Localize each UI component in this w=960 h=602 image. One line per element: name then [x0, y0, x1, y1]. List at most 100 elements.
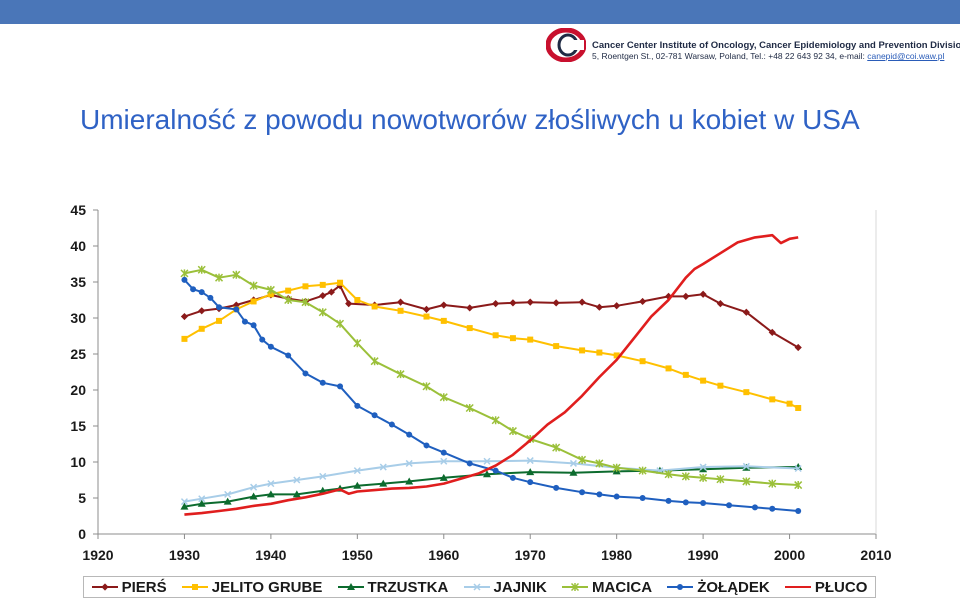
data-point — [439, 473, 448, 481]
data-point — [552, 299, 560, 307]
data-point — [751, 504, 758, 511]
data-point — [716, 300, 724, 308]
data-point — [250, 483, 258, 491]
data-point — [613, 302, 621, 310]
data-point — [509, 335, 516, 342]
data-point — [337, 383, 344, 390]
data-point — [466, 325, 473, 332]
data-point — [509, 299, 517, 307]
data-point — [422, 382, 431, 391]
legend-item: JAJNIK — [463, 579, 547, 596]
data-point — [508, 427, 517, 436]
data-point — [397, 307, 404, 314]
legend-marker — [677, 584, 684, 590]
legend-item: PŁUCO — [784, 578, 868, 596]
x-tick-label: 1950 — [342, 547, 373, 563]
data-point — [370, 357, 379, 366]
data-point — [578, 455, 587, 464]
y-tick-label: 40 — [70, 238, 86, 254]
data-point — [181, 276, 188, 283]
data-point — [526, 468, 535, 476]
data-point — [423, 442, 430, 449]
data-point — [259, 336, 266, 343]
data-point — [198, 325, 205, 332]
data-point — [249, 281, 258, 290]
data-point — [439, 393, 448, 402]
y-tick-label: 20 — [70, 382, 86, 398]
data-point — [197, 265, 206, 274]
legend-marker — [191, 584, 198, 590]
data-point — [371, 303, 378, 310]
data-point — [319, 472, 327, 480]
data-point — [353, 467, 361, 475]
data-point — [665, 497, 672, 504]
data-point — [578, 298, 586, 306]
institution-address: 5, Roentgen St., 02-781 Warsaw, Poland, … — [592, 51, 944, 61]
series-line — [184, 233, 799, 516]
data-point — [769, 396, 776, 403]
data-point — [285, 352, 292, 359]
institution-logo-icon — [546, 28, 586, 62]
data-point — [301, 298, 310, 307]
data-point — [440, 317, 447, 324]
legend-item: ŻOŁĄDEK — [667, 579, 770, 596]
data-point — [699, 473, 708, 482]
legend-marker — [100, 583, 109, 591]
data-point — [214, 273, 224, 282]
data-point — [794, 343, 802, 352]
data-point — [681, 472, 690, 481]
data-point — [795, 507, 802, 514]
data-point — [742, 462, 750, 470]
data-point — [267, 291, 274, 298]
x-tick-label: 1960 — [428, 547, 459, 563]
institution-name: Cancer Center Institute of Oncology, Can… — [592, 40, 960, 51]
data-point — [405, 459, 413, 467]
data-point — [422, 305, 431, 313]
data-point — [466, 304, 474, 312]
data-point — [292, 490, 301, 498]
legend-swatch-icon — [91, 583, 118, 591]
data-point — [354, 402, 361, 409]
data-point — [302, 370, 309, 377]
y-tick-label: 30 — [70, 310, 86, 326]
x-tick-label: 1970 — [515, 547, 546, 563]
data-point — [405, 477, 414, 485]
data-point — [302, 283, 309, 290]
data-point — [293, 476, 301, 484]
data-point — [699, 463, 707, 471]
legend-label: JELITO GRUBE — [211, 578, 323, 596]
data-point — [553, 343, 560, 350]
x-tick-label: 1930 — [169, 547, 200, 563]
legend-swatch-icon — [784, 586, 811, 588]
data-point — [379, 479, 388, 487]
data-point — [319, 281, 326, 288]
series-line — [184, 284, 799, 349]
legend-swatch-icon — [562, 582, 589, 592]
data-point — [639, 495, 646, 501]
legend-label: PIERŚ — [121, 578, 167, 596]
data-point — [699, 290, 707, 298]
data-point — [786, 400, 793, 407]
data-point — [371, 412, 378, 419]
data-point — [768, 328, 776, 336]
mortality-line-chart: 0 5 10 15 20 25 30 35 40 45 1920 1930 1940 1950 1960 19… — [70, 202, 891, 563]
data-point — [388, 421, 395, 428]
data-point — [336, 319, 345, 328]
data-point — [466, 460, 473, 467]
data-point — [682, 292, 690, 300]
legend-swatch-icon — [181, 584, 208, 590]
data-point — [249, 492, 258, 500]
data-point — [700, 500, 707, 507]
data-point — [595, 303, 603, 311]
data-point — [197, 499, 206, 507]
data-point — [406, 431, 413, 438]
data-point — [726, 502, 733, 509]
series-7 — [184, 233, 799, 516]
data-point — [639, 358, 646, 365]
data-point — [596, 491, 603, 498]
data-point — [267, 343, 274, 350]
legend-label: PŁUCO — [814, 578, 868, 596]
institution-email-link[interactable]: canepid@coi.waw.pl — [867, 51, 945, 61]
series-line — [184, 268, 799, 486]
data-point — [198, 307, 206, 315]
